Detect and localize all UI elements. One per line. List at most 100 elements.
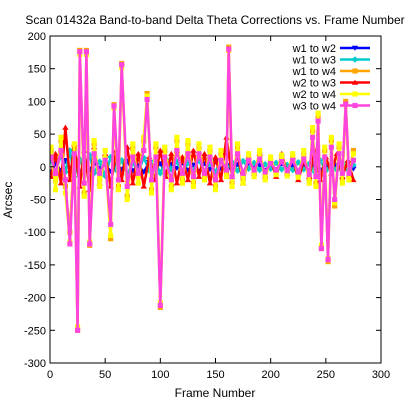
data-point bbox=[332, 196, 338, 203]
y-tick-label: -50 bbox=[30, 195, 46, 207]
y-tick-label: 200 bbox=[28, 31, 46, 43]
legend-label: w2 to w4 bbox=[292, 89, 336, 101]
data-point bbox=[310, 125, 316, 131]
chart-title: Scan 01432a Band-to-band Delta Theta Cor… bbox=[25, 13, 404, 27]
data-point bbox=[108, 232, 114, 239]
data-point bbox=[157, 302, 163, 309]
data-point bbox=[279, 159, 285, 165]
data-point bbox=[346, 170, 352, 176]
data-point bbox=[190, 147, 197, 153]
data-point bbox=[336, 151, 342, 157]
data-point bbox=[240, 170, 246, 176]
data-point bbox=[115, 177, 121, 183]
legend-label: w1 to w2 bbox=[292, 43, 336, 55]
data-point bbox=[196, 141, 202, 147]
data-point bbox=[240, 180, 246, 186]
data-point bbox=[315, 110, 321, 116]
data-point bbox=[168, 150, 175, 156]
data-point bbox=[58, 147, 64, 154]
data-point bbox=[318, 245, 324, 252]
data-point bbox=[246, 157, 252, 163]
data-point bbox=[162, 154, 168, 160]
data-point bbox=[239, 157, 247, 165]
data-point bbox=[140, 183, 147, 189]
data-point bbox=[284, 168, 290, 174]
x-axis-label: Frame Number bbox=[175, 386, 256, 400]
legend-label: w1 to w3 bbox=[292, 55, 336, 67]
data-point bbox=[144, 90, 150, 97]
data-point bbox=[257, 147, 263, 154]
data-point bbox=[124, 196, 130, 203]
y-tick-label: 0 bbox=[40, 162, 46, 174]
data-point bbox=[201, 150, 208, 156]
data-point bbox=[91, 151, 97, 157]
data-point bbox=[332, 200, 338, 206]
data-point bbox=[185, 151, 191, 157]
data-point bbox=[328, 144, 334, 150]
data-point bbox=[153, 154, 159, 160]
data-point bbox=[262, 177, 268, 183]
data-point bbox=[81, 193, 87, 199]
data-point bbox=[58, 134, 64, 140]
data-point bbox=[218, 157, 224, 163]
data-point bbox=[62, 124, 69, 130]
data-point bbox=[328, 134, 334, 140]
data-point bbox=[162, 144, 168, 150]
x-tick-label: 250 bbox=[317, 369, 335, 381]
data-point bbox=[257, 156, 263, 162]
data-point bbox=[124, 183, 130, 189]
data-point bbox=[212, 187, 219, 193]
y-axis-label: Arcsec bbox=[1, 182, 15, 219]
y-tick-label: -300 bbox=[24, 358, 46, 370]
data-point bbox=[251, 174, 257, 180]
data-point bbox=[50, 154, 54, 160]
y-tick-label: -100 bbox=[24, 227, 46, 239]
data-point bbox=[174, 147, 180, 154]
data-point bbox=[179, 154, 186, 160]
data-point bbox=[185, 138, 191, 144]
data-point bbox=[322, 154, 328, 160]
y-tick-label: -250 bbox=[24, 325, 46, 337]
legend-swatch-marker bbox=[352, 102, 358, 109]
y-tick-label: 150 bbox=[28, 64, 46, 76]
data-point bbox=[268, 160, 274, 167]
data-point bbox=[168, 187, 174, 193]
x-tick-label: 50 bbox=[99, 369, 111, 381]
data-point bbox=[52, 170, 59, 176]
data-point bbox=[96, 158, 103, 165]
data-point bbox=[115, 187, 121, 193]
data-point bbox=[102, 147, 108, 154]
data-point bbox=[343, 101, 349, 107]
data-point bbox=[325, 257, 331, 263]
data-point bbox=[195, 173, 203, 179]
data-point bbox=[190, 174, 196, 180]
data-point bbox=[102, 157, 108, 163]
data-point bbox=[148, 177, 155, 183]
data-point bbox=[111, 103, 117, 109]
data-point bbox=[71, 151, 77, 157]
data-point bbox=[310, 134, 316, 140]
data-point bbox=[179, 170, 185, 176]
data-point bbox=[206, 160, 214, 167]
data-point bbox=[251, 167, 257, 173]
data-point bbox=[207, 144, 213, 150]
data-point bbox=[346, 177, 352, 183]
data-point bbox=[301, 156, 307, 162]
data-point bbox=[350, 147, 356, 154]
data-point bbox=[91, 138, 97, 144]
data-point bbox=[81, 180, 87, 186]
data-point bbox=[268, 154, 274, 160]
data-point bbox=[129, 180, 136, 186]
data-point bbox=[135, 170, 141, 176]
data-point bbox=[157, 170, 164, 177]
y-tick-label: 50 bbox=[34, 129, 46, 141]
plot-series-group bbox=[50, 44, 357, 333]
data-point bbox=[223, 167, 230, 173]
data-point bbox=[278, 166, 285, 173]
data-point bbox=[97, 170, 103, 176]
data-point bbox=[173, 180, 181, 186]
data-point bbox=[97, 183, 103, 189]
data-point bbox=[322, 144, 328, 150]
y-tick-label: -200 bbox=[24, 293, 46, 305]
